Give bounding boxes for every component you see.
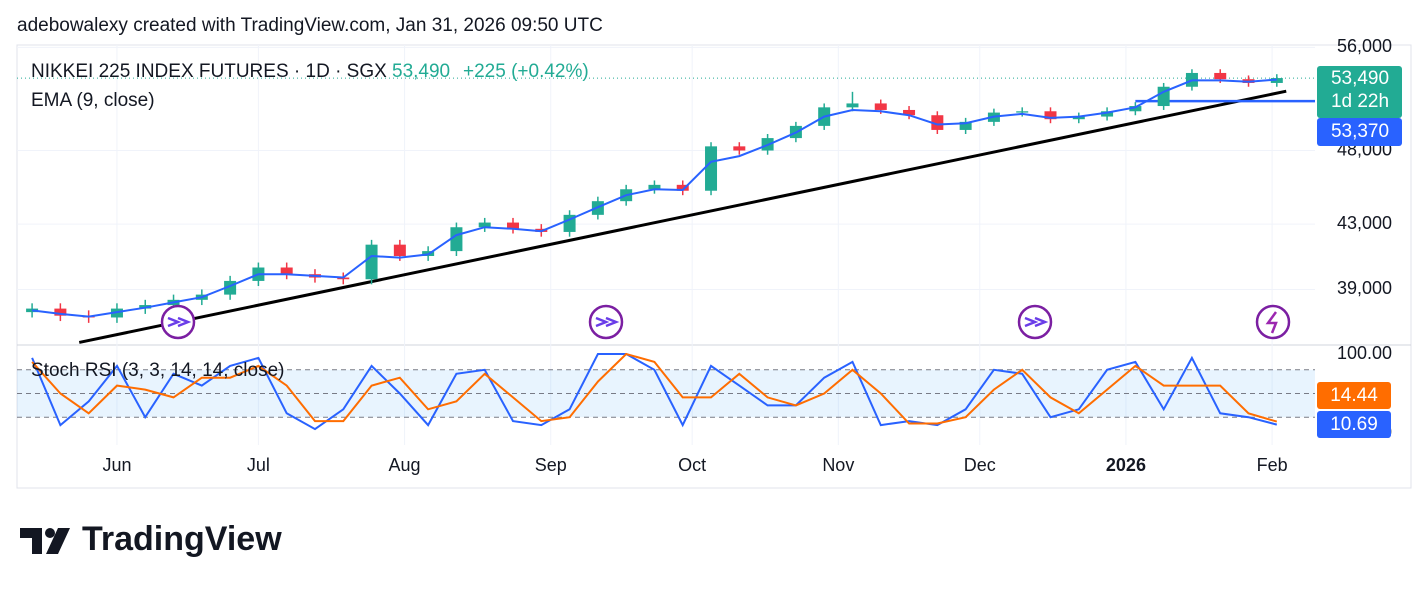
x-tick-label: Jun — [102, 455, 131, 475]
price-label-box — [1317, 66, 1402, 118]
candle-body — [846, 103, 859, 108]
y-tick-label: 100.00 — [1337, 343, 1392, 363]
ema-line — [31, 78, 1277, 318]
y-tick-label: 56,000 — [1337, 36, 1392, 56]
x-tick-label: Sep — [535, 455, 567, 475]
logo: TradingView — [20, 520, 282, 558]
x-tick-label: Feb — [1257, 455, 1288, 475]
value-label-box — [1317, 411, 1391, 438]
candle-body — [676, 184, 689, 191]
chart-frame — [16, 44, 1412, 489]
icon-glyph — [1024, 316, 1049, 328]
candle-body — [26, 308, 39, 313]
x-tick-label: Jul — [247, 455, 270, 475]
candle-body — [705, 146, 718, 191]
candle-body — [959, 121, 972, 130]
candle-body — [931, 115, 944, 130]
x-tick-label: Aug — [389, 455, 421, 475]
y-tick-label: 39,000 — [1337, 278, 1392, 298]
indicator-title: EMA (9, close) — [31, 90, 155, 111]
value-label: 10.69 — [1330, 414, 1378, 435]
price-change: +225 (+0.42%) — [463, 61, 589, 82]
x-tick-label: Nov — [822, 455, 854, 475]
candle-body — [280, 267, 293, 275]
candle-body — [393, 244, 406, 256]
x-tick-label: Oct — [678, 455, 706, 475]
event-icons — [160, 304, 1291, 340]
plot: Jun Jul Aug Sep Oct Nov Dec 2026 Feb56,00048,000… — [17, 36, 1402, 475]
price-label: 53,370 — [1331, 121, 1389, 142]
candle-body — [733, 146, 746, 151]
stoch-title: Stoch RSI (3, 3, 14, 14, close) — [31, 360, 284, 381]
x-tick-label: 2026 — [1106, 455, 1146, 475]
candle-body — [54, 308, 67, 316]
header: adebowalexy created with TradingView.com… — [17, 15, 603, 36]
candle-body — [1129, 106, 1142, 112]
stoch-line — [31, 352, 1278, 425]
value-label: 14.44 — [1330, 385, 1378, 406]
logo-mark — [45, 528, 55, 538]
candle-body — [365, 244, 378, 280]
candle-body — [1044, 111, 1057, 120]
candle-body — [648, 184, 661, 190]
stoch-line — [31, 353, 1278, 431]
last-price: 53,490 — [392, 61, 450, 82]
trendline — [78, 89, 1287, 344]
y-tick-label: 43,000 — [1337, 213, 1392, 233]
symbol-title: NIKKEI 225 INDEX FUTURES · 1D · SGX — [31, 61, 387, 82]
candle-body — [874, 103, 887, 110]
icon-glyph — [595, 316, 620, 328]
candle-body — [507, 222, 520, 229]
logo-mark — [20, 528, 70, 554]
price-label-box — [1317, 118, 1402, 146]
price-label: 53,490 — [1331, 68, 1389, 89]
candle-body — [450, 227, 463, 252]
value-label-box — [1317, 382, 1391, 409]
logo-text: TradingView — [82, 520, 282, 558]
candle-body — [1072, 116, 1085, 120]
candle-body — [1214, 72, 1227, 80]
candle-body — [478, 222, 491, 228]
x-tick-label: Dec — [964, 455, 996, 475]
candle-body — [903, 109, 916, 116]
candle-body — [1101, 111, 1114, 117]
candle-body — [1016, 111, 1029, 113]
icon-glyph — [167, 316, 192, 328]
icon-glyph — [1265, 311, 1278, 334]
countdown-label: 1d 22h — [1331, 91, 1389, 112]
